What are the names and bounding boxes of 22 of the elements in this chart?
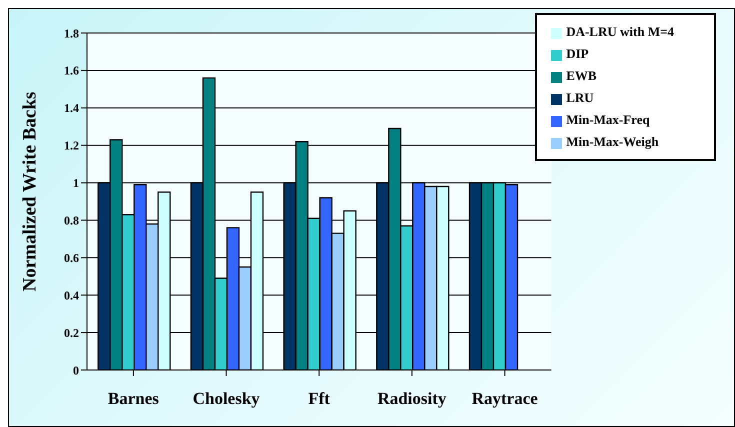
legend-label: Min-Max-Weigh: [566, 134, 659, 149]
legend-label: DIP: [566, 46, 589, 61]
legend-label: LRU: [566, 90, 594, 105]
legend-label: EWB: [566, 68, 597, 83]
y-tick-label: 1.4: [64, 101, 79, 116]
y-axis-title: Normalized Write Backs: [20, 92, 41, 292]
x-tick-label: Fft: [308, 389, 330, 408]
y-tick-label: 0.4: [64, 288, 79, 302]
y-tick-label: 0: [73, 363, 79, 378]
x-tick-label: Raytrace: [472, 389, 538, 408]
y-tick-label: 1: [73, 176, 79, 190]
y-tick-label: 1.8: [64, 26, 79, 40]
y-tick-label: 0.2: [64, 326, 79, 340]
x-tick-label: Barnes: [108, 389, 160, 408]
x-tick-label: Radiosity: [377, 389, 447, 408]
legend-label: Min-Max-Freq: [566, 112, 650, 127]
y-tick-label: 0.6: [64, 250, 79, 265]
y-tick-label: 1.6: [64, 64, 79, 78]
x-tick-label: Cholesky: [192, 389, 260, 408]
y-tick-label: 0.8: [64, 213, 79, 228]
legend-label: DA-LRU with M=4: [566, 24, 674, 39]
y-tick-label: 1.2: [64, 138, 79, 153]
